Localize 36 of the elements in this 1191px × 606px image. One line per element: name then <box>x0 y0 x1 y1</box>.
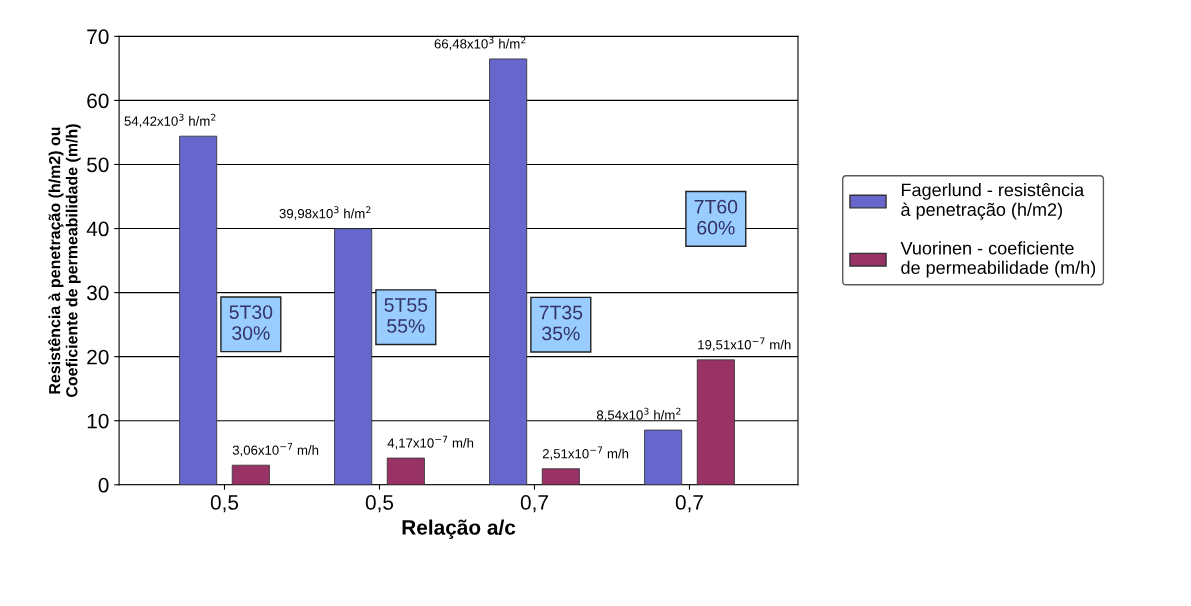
y-tick-label: 10 <box>87 413 109 429</box>
bar <box>541 468 580 485</box>
bar <box>696 359 735 485</box>
data-label: 2,51x10$^{−7}$ m/h <box>542 446 629 460</box>
legend-label: Fagerlund - resistência à penetração (h/m2) <box>901 182 1085 220</box>
bar <box>386 457 425 485</box>
bar <box>644 429 683 485</box>
y-tick-label: 50 <box>87 157 109 173</box>
data-label: 66,48x10$^{3}$ h/m$^{2}$ <box>434 36 526 51</box>
data-label: 19,51x10$^{−7}$ m/h <box>698 337 791 351</box>
data-label: 8,54x10$^{3}$ h/m$^{2}$ <box>596 407 681 422</box>
bar <box>231 464 270 485</box>
y-tick-label: 0 <box>98 477 109 493</box>
data-label: 54,42x10$^{3}$ h/m$^{2}$ <box>124 113 216 128</box>
x-tick-label: 0,7 <box>675 495 703 513</box>
data-label: 39,98x10$^{3}$ h/m$^{2}$ <box>279 206 371 220</box>
x-tick-label: 0,5 <box>210 495 239 513</box>
annotation: 7T60 60% <box>694 199 738 235</box>
bar <box>489 58 528 485</box>
y-tick-label: 60 <box>87 93 109 109</box>
annotation: 5T30 30% <box>229 305 273 340</box>
data-label: 4,17x10$^{−7}$ m/h <box>387 435 474 450</box>
y-tick-label: 30 <box>87 285 109 301</box>
annotation: 5T55 55% <box>384 298 428 333</box>
y-tick-label: 20 <box>87 349 109 365</box>
x-tick-label: 0,5 <box>365 495 394 513</box>
annotation: 7T35 35% <box>539 305 583 341</box>
bar <box>334 228 373 485</box>
data-label: 3,06x10$^{−7}$ m/h <box>232 442 319 457</box>
y-tick-label: 70 <box>87 29 109 45</box>
bar <box>179 135 218 485</box>
legend-label: Vuorinen - coeficiente de permeabilidade (m/h) <box>900 241 1096 278</box>
x-tick-label: 0,7 <box>520 495 548 513</box>
y-tick-label: 40 <box>86 221 109 237</box>
x-axis-title: Relação a/c <box>402 519 516 539</box>
y-axis-title: Resistência à penetração (h/m2) ou Coeficiente de permeabilidade (m/h) <box>48 124 81 398</box>
